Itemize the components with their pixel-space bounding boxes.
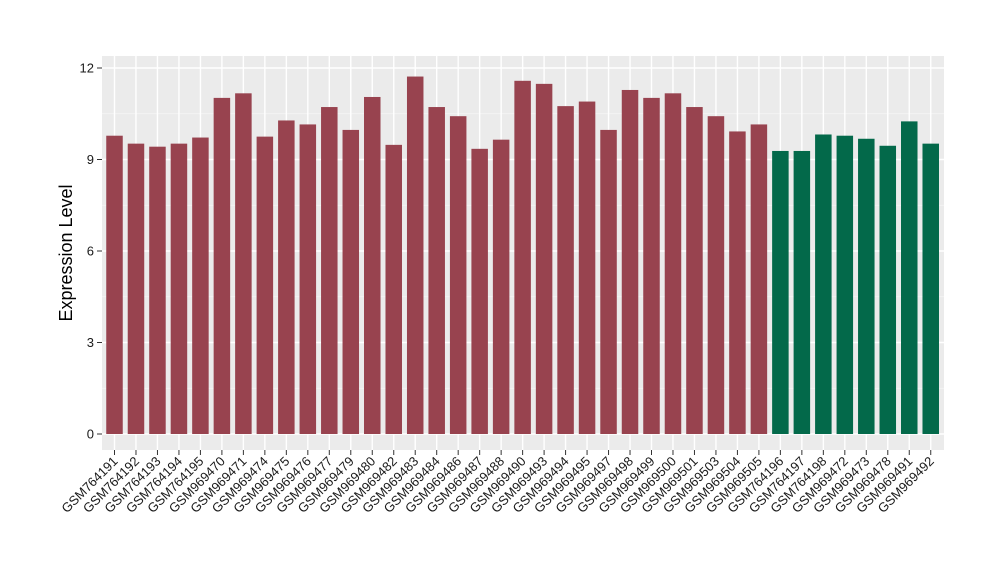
bar — [707, 116, 725, 434]
bar — [600, 129, 617, 435]
bar — [664, 93, 682, 434]
bar — [836, 135, 854, 434]
bar — [213, 97, 231, 434]
bar — [471, 148, 488, 434]
bar — [643, 97, 660, 434]
bar — [793, 150, 811, 434]
bar — [278, 120, 295, 435]
bar — [901, 121, 918, 434]
bar — [385, 144, 402, 435]
bar — [256, 136, 274, 434]
x-axis-ticks: GSM764191GSM764192GSM764193GSM764194GSM7… — [58, 450, 937, 516]
bar — [750, 124, 768, 435]
y-tick-label: 0 — [87, 427, 94, 442]
bar — [557, 106, 574, 434]
bar — [428, 107, 445, 434]
bar — [514, 80, 531, 434]
bar — [127, 143, 145, 434]
bar — [621, 89, 639, 435]
bar — [686, 107, 703, 434]
bar — [170, 143, 188, 434]
bar — [192, 137, 209, 435]
bars — [106, 76, 939, 435]
bar — [858, 138, 875, 434]
bar — [578, 101, 596, 435]
bar — [449, 116, 467, 434]
bar — [772, 150, 789, 434]
bar — [922, 143, 939, 434]
bar — [879, 145, 897, 434]
bar — [364, 96, 381, 434]
bar — [299, 124, 317, 435]
bar — [342, 129, 360, 435]
bar — [535, 83, 553, 435]
y-tick-label: 3 — [87, 335, 94, 350]
bar — [235, 93, 252, 434]
bar — [406, 76, 424, 434]
bar — [815, 134, 832, 435]
bar — [492, 139, 510, 435]
bar — [729, 131, 746, 434]
bar — [321, 107, 338, 434]
bar — [106, 135, 123, 434]
y-tick-label: 9 — [87, 152, 94, 167]
bar — [149, 146, 166, 434]
y-tick-label: 12 — [80, 61, 94, 76]
y-tick-label: 6 — [87, 244, 94, 259]
y-axis-ticks: 0 3 6 9 12 — [80, 61, 102, 442]
y-axis-title: Expression Level — [56, 184, 76, 321]
